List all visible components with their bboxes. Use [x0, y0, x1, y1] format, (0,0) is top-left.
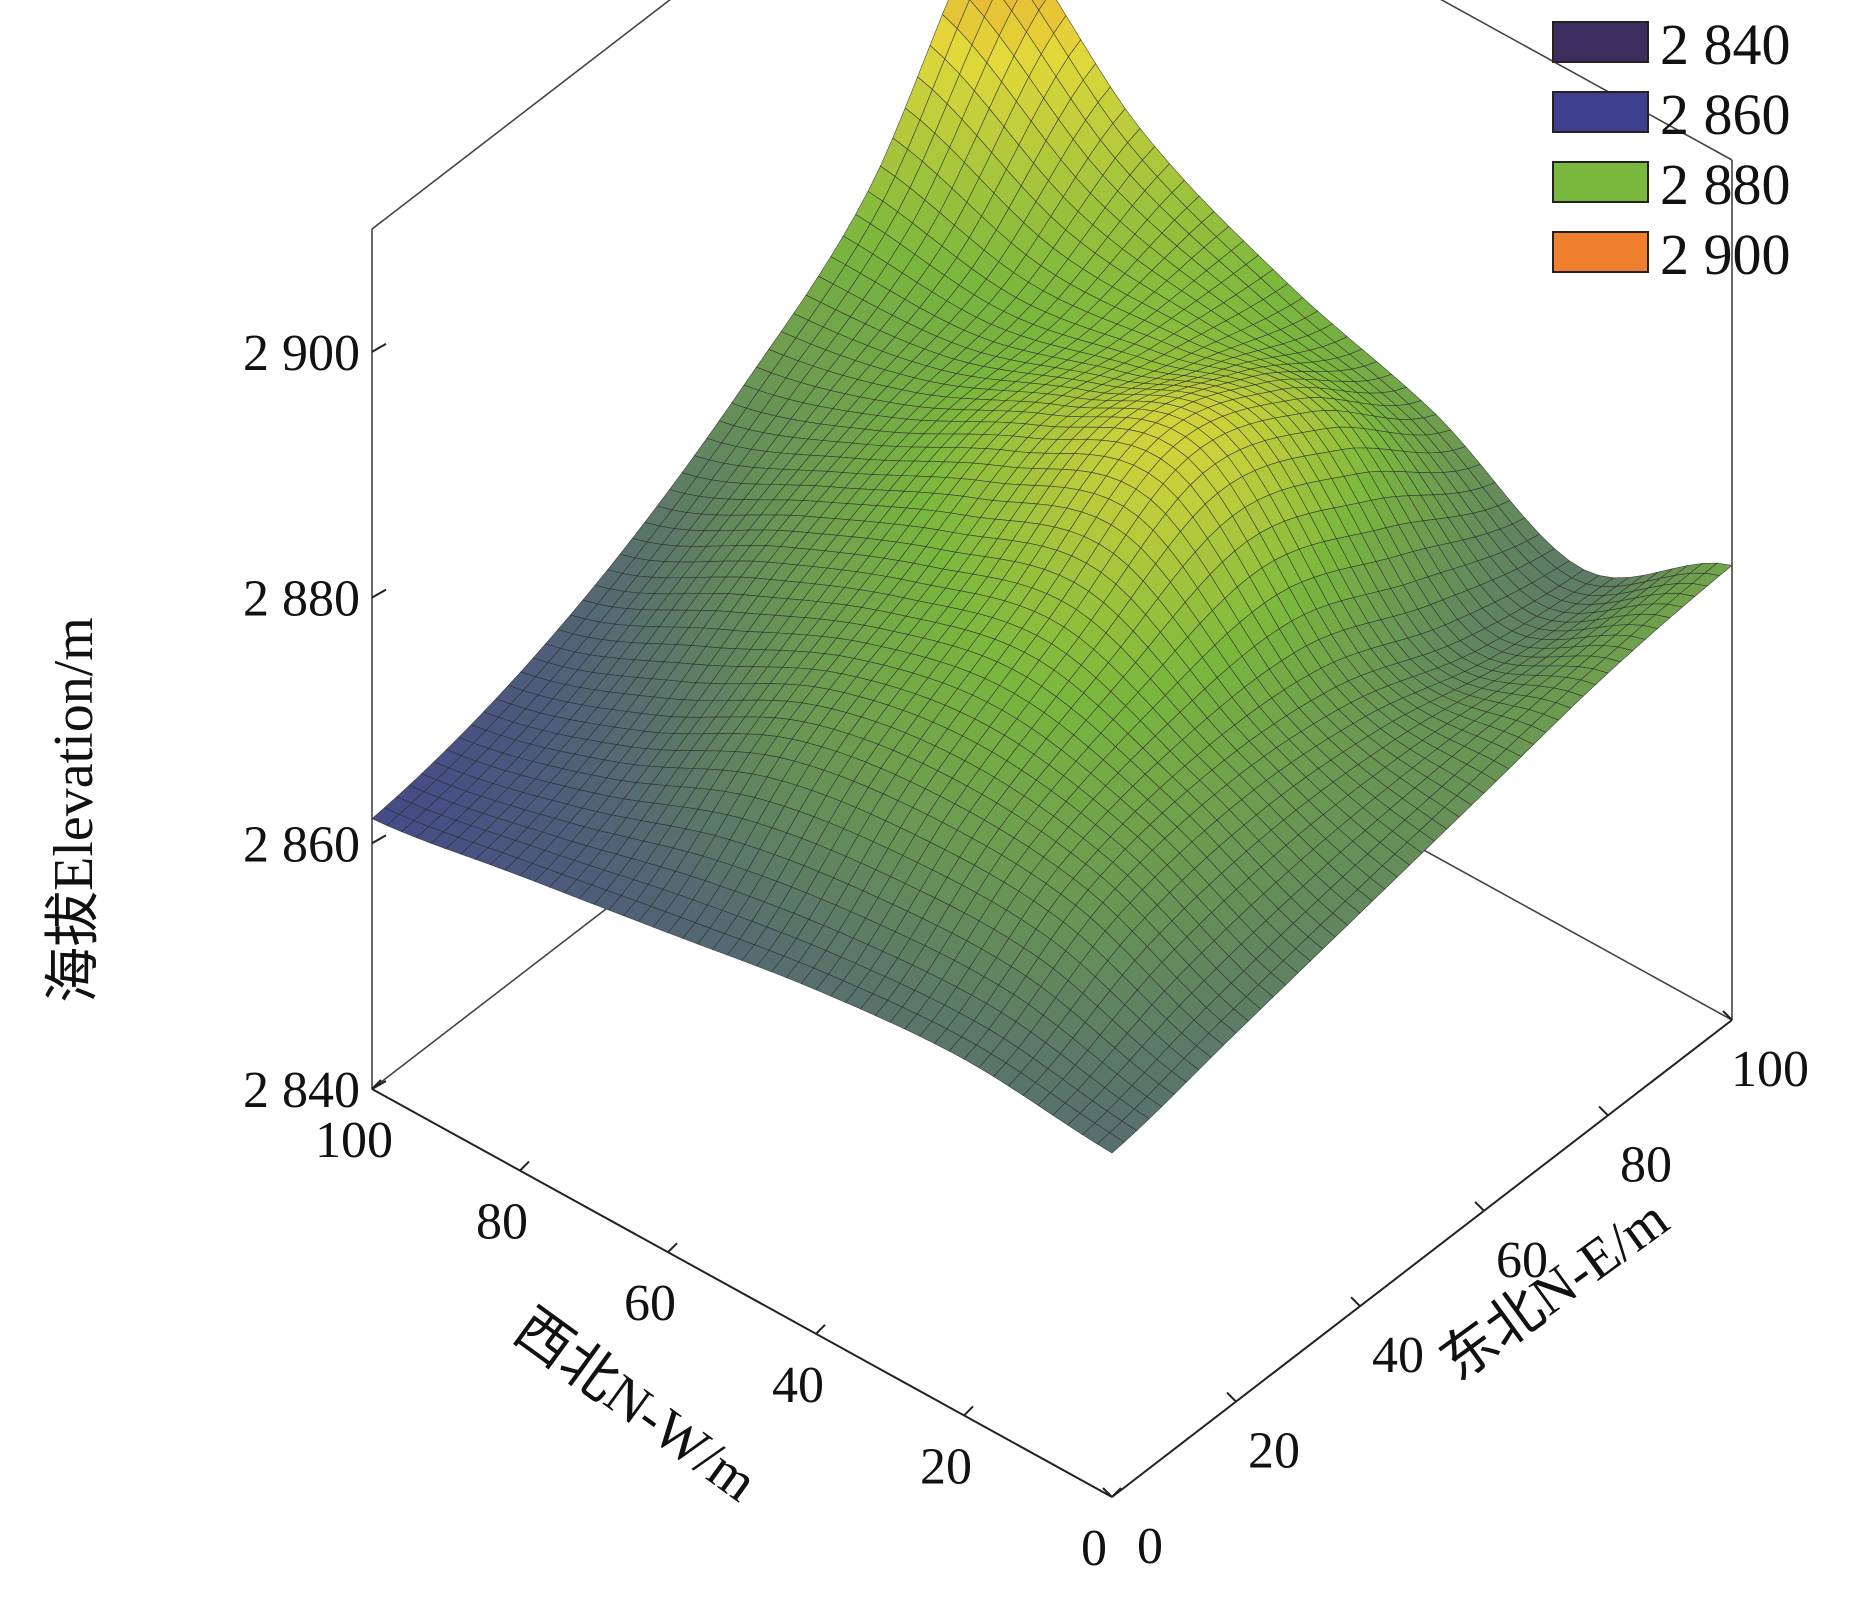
- z-tick-label: 2 880: [243, 571, 360, 628]
- legend-label: 2 880: [1660, 152, 1791, 217]
- legend-swatch: [1552, 21, 1649, 63]
- surface-cell: [1031, 0, 1046, 11]
- x-tick-mark: [667, 1242, 678, 1253]
- x-tick-mark: [519, 1160, 530, 1172]
- legend-label: 2 840: [1660, 12, 1791, 77]
- x-tick-mark: [1111, 1487, 1122, 1498]
- legend-swatch: [1552, 91, 1649, 133]
- z-tick-label: 2 860: [243, 816, 360, 873]
- surface-cell: [1003, 0, 1018, 12]
- x-tick-mark: [963, 1405, 974, 1417]
- x-tick-label: 100: [315, 1112, 393, 1169]
- y-tick-label: 100: [1731, 1041, 1809, 1098]
- y-tick-label: 0: [1137, 1518, 1163, 1575]
- y-tick-mark: [1474, 1201, 1485, 1212]
- y-tick-label: 20: [1248, 1423, 1300, 1480]
- surface-cell: [1096, 1132, 1125, 1154]
- legend-swatch: [1552, 161, 1649, 203]
- x-tick-label: 0: [1081, 1520, 1107, 1577]
- x-tick-mark: [815, 1324, 826, 1335]
- z-tick-label: 2 900: [243, 325, 360, 382]
- y-tick-mark: [1226, 1391, 1237, 1403]
- z-tick-label: 2 840: [243, 1062, 360, 1119]
- y-axis-line: [1111, 1019, 1733, 1498]
- z-tick-mark: [371, 1080, 387, 1090]
- y-tick-label: 60: [1496, 1232, 1548, 1289]
- y-axis-title: 东北N-E/m: [1429, 1188, 1679, 1394]
- y-tick-label: 80: [1620, 1136, 1672, 1193]
- z-axis-title: 海拔Elevation/m: [43, 617, 105, 1003]
- y-tick-mark: [1350, 1296, 1361, 1307]
- y-tick-label: 40: [1372, 1327, 1424, 1384]
- y-tick-mark: [1598, 1105, 1609, 1117]
- surface-mesh: [371, 0, 1733, 1154]
- x-axis-line: [371, 1088, 1113, 1498]
- legend-label: 2 860: [1660, 82, 1791, 147]
- y-tick-mark: [1722, 1010, 1733, 1021]
- z-tick-mark: [371, 342, 387, 353]
- legend-swatch: [1552, 231, 1649, 273]
- z-tick-mark: [371, 588, 387, 599]
- x-tick-label: 80: [476, 1194, 528, 1251]
- x-tick-label: 20: [920, 1438, 972, 1495]
- frame-edge-3: [371, 0, 671, 230]
- y-tick-mark: [1102, 1487, 1113, 1498]
- x-tick-label: 60: [624, 1275, 676, 1332]
- legend-label: 2 900: [1660, 222, 1791, 287]
- z-tick-mark: [371, 834, 387, 845]
- x-tick-label: 40: [772, 1357, 824, 1414]
